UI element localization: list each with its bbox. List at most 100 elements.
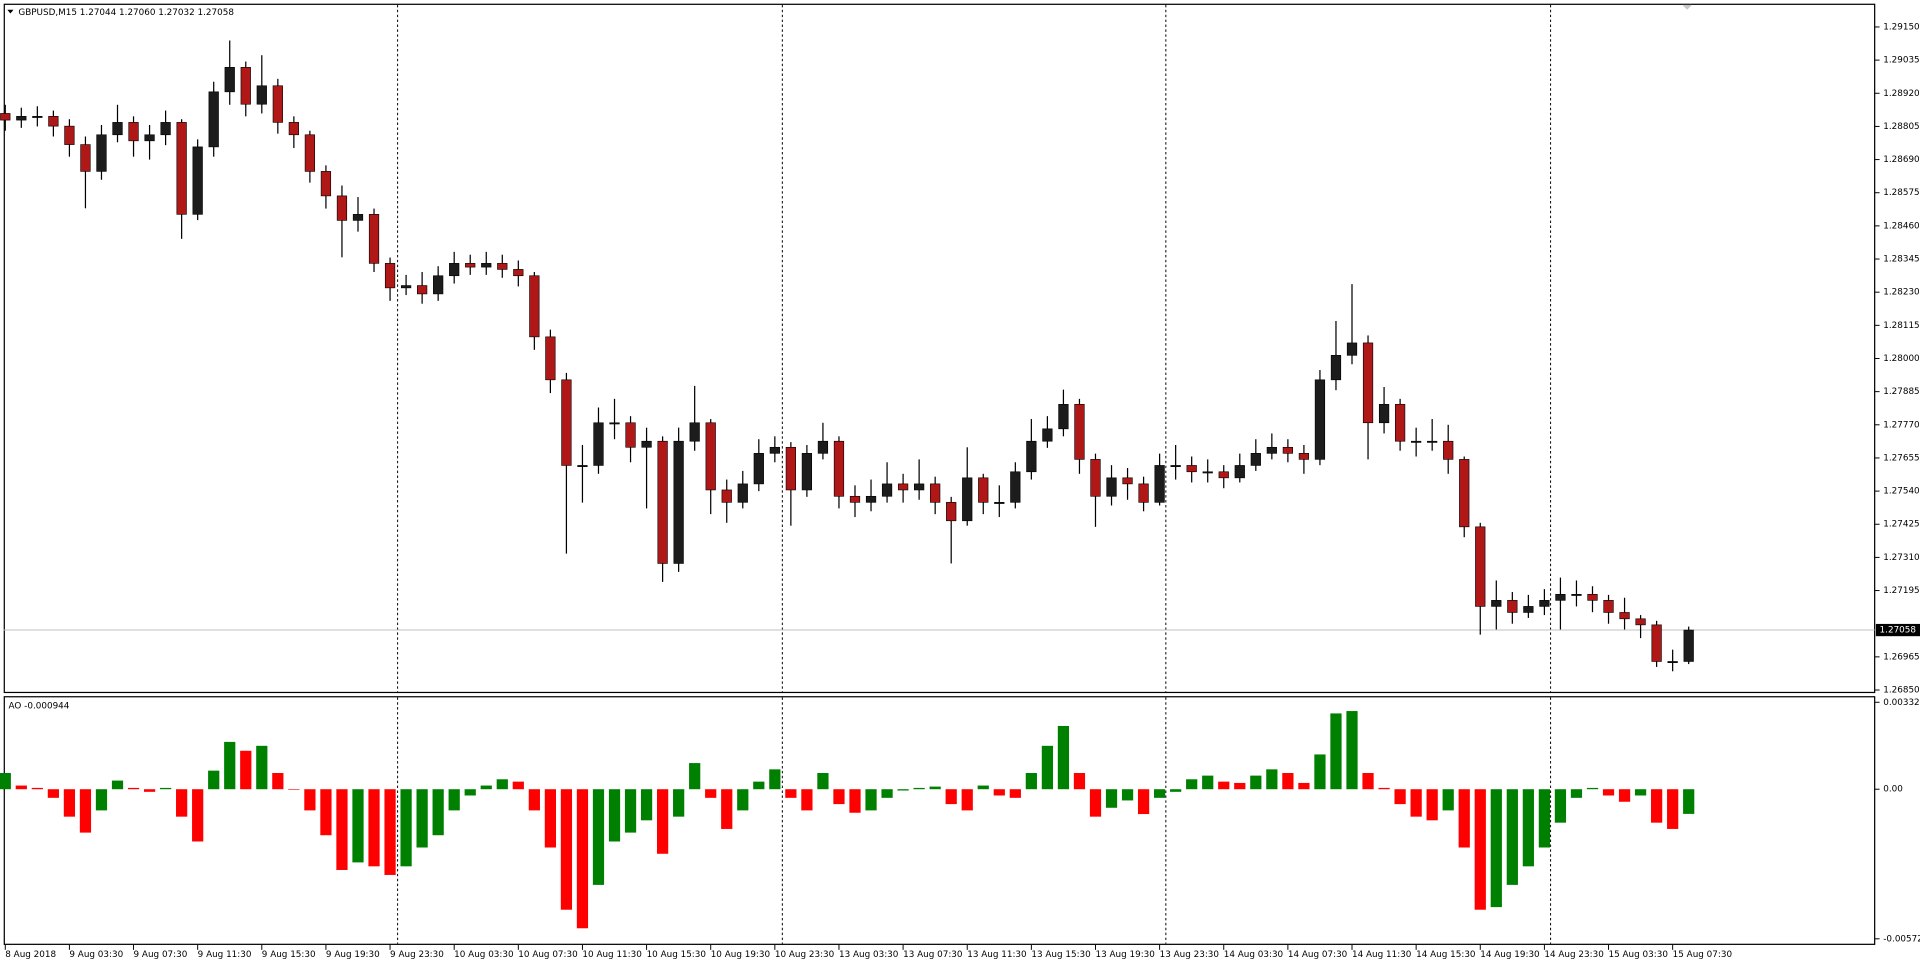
candle-body <box>914 483 925 491</box>
candle-body <box>1571 593 1582 596</box>
ao-bar <box>1009 789 1021 798</box>
x-tick-label: 14 Aug 23:30 <box>1544 950 1604 960</box>
ao-bar <box>143 789 156 792</box>
x-tick-label: 8 Aug 2018 <box>5 950 56 960</box>
ao-bar <box>737 789 749 811</box>
x-tick-label: 10 Aug 15:30 <box>647 950 707 960</box>
ao-bar <box>544 789 556 848</box>
ao-bar <box>0 773 11 790</box>
ao-bar <box>1186 779 1198 790</box>
ao-bar <box>1522 789 1534 867</box>
candle-body <box>1635 618 1646 626</box>
ao-bar <box>1618 789 1631 802</box>
ao-bar <box>336 789 348 870</box>
y-tick-label: 1.27195 <box>1883 586 1919 596</box>
ao-bar <box>416 789 428 848</box>
ao-bar <box>256 745 268 790</box>
ao-title: AO -0.000944 <box>9 701 70 711</box>
plot-layer: 1.29150 1.29035 1.28920 1.28805 1.28690 1.285… <box>0 22 1920 960</box>
y-tick-label: 1.28000 <box>1883 354 1920 364</box>
y-tick-label: 1.29150 <box>1883 22 1920 32</box>
candle-body <box>1234 465 1245 479</box>
ao-bar <box>608 789 621 842</box>
candle-body <box>1443 440 1454 460</box>
candle-body <box>1250 453 1261 466</box>
candle-body <box>384 263 396 289</box>
candle-body <box>433 275 444 295</box>
x-tick-label: 10 Aug 07:30 <box>518 950 578 960</box>
x-tick-label: 14 Aug 19:30 <box>1480 950 1540 960</box>
candle-body <box>1603 600 1614 613</box>
ao-bar <box>159 787 172 790</box>
ao-bar <box>1683 789 1695 814</box>
candle-body <box>865 495 877 503</box>
x-tick-label: 9 Aug 23:30 <box>390 950 444 960</box>
candle-body <box>1378 404 1390 424</box>
ao-bar <box>1250 775 1262 790</box>
candle-body <box>1218 471 1229 479</box>
y-tick-label: 1.28690 <box>1883 155 1920 165</box>
candle-body <box>1090 459 1101 497</box>
y-tick-label: 1.26965 <box>1883 652 1919 662</box>
candle-body <box>400 285 412 289</box>
ao-bar <box>272 773 284 790</box>
ao-bar <box>769 769 781 790</box>
ao-bar <box>127 787 140 790</box>
ao-bar <box>1282 773 1294 790</box>
y-tick-label: 1.28230 <box>1883 288 1920 298</box>
ao-bar <box>1234 782 1246 790</box>
candle-body <box>1667 661 1678 664</box>
ao-bar <box>993 789 1005 796</box>
x-tick-label: 15 Aug 03:30 <box>1609 950 1669 960</box>
candle-body <box>769 446 780 454</box>
candle-body <box>978 477 989 503</box>
y-tick-label: -0.005723 <box>1883 934 1920 944</box>
ao-bar <box>352 789 364 863</box>
menu-arrow[interactable] <box>7 9 14 14</box>
last-price-label: 1.27058 <box>1880 626 1916 636</box>
candle-body <box>545 336 556 381</box>
ao-bar <box>95 789 108 811</box>
candle-body <box>16 116 27 121</box>
x-tick-label: 13 Aug 03:30 <box>839 950 899 960</box>
y-tick-label: 1.28920 <box>1883 89 1920 99</box>
candle-body <box>1138 483 1149 503</box>
y-tick-label: 1.26850 <box>1883 686 1920 696</box>
x-tick-label: 13 Aug 19:30 <box>1095 950 1155 960</box>
ao-bar <box>512 781 524 790</box>
candle-body <box>208 91 219 148</box>
y-tick-label: 0.003326 <box>1883 698 1920 708</box>
candle-body <box>673 440 684 564</box>
ao-bar <box>1105 789 1118 808</box>
ao-bar <box>400 789 412 867</box>
candle-body <box>1411 440 1422 443</box>
ao-bar <box>15 785 27 790</box>
candle-body <box>1314 379 1326 460</box>
ao-bar <box>721 789 733 829</box>
candle-body <box>1523 606 1534 613</box>
y-tick-label: 1.28115 <box>1883 321 1919 331</box>
candle-body <box>1202 471 1213 474</box>
candle-body <box>1491 600 1502 607</box>
candle-body <box>1587 593 1598 601</box>
ao-bar <box>1298 782 1310 790</box>
ao-bar <box>624 789 637 833</box>
candle-body <box>1298 453 1310 460</box>
x-tick-label: 14 Aug 15:30 <box>1416 950 1476 960</box>
ao-bar <box>1202 775 1214 790</box>
ao-panel <box>3 696 1876 945</box>
ao-bar <box>208 770 220 790</box>
candle-body <box>481 263 492 268</box>
candle-body <box>785 446 796 491</box>
candle-body <box>497 263 508 270</box>
candle-body <box>1555 593 1566 601</box>
candle-body <box>641 440 652 448</box>
candle-body <box>962 477 973 522</box>
candle-body <box>1539 600 1550 607</box>
ao-bar <box>913 787 925 790</box>
candle-body <box>1362 342 1374 424</box>
candle-body <box>240 67 251 105</box>
ao-bar <box>817 773 829 790</box>
